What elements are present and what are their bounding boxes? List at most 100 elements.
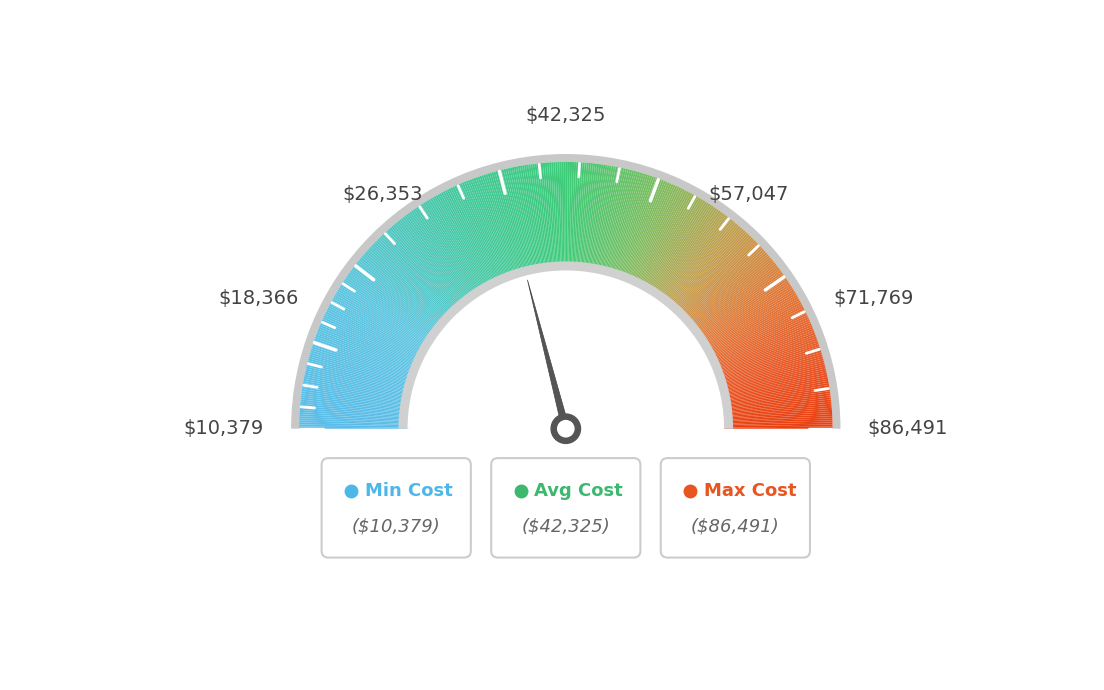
Wedge shape xyxy=(539,163,551,271)
Wedge shape xyxy=(321,319,422,365)
Wedge shape xyxy=(443,191,493,288)
Wedge shape xyxy=(675,234,750,314)
Wedge shape xyxy=(299,416,407,422)
Wedge shape xyxy=(382,234,457,314)
Wedge shape xyxy=(640,193,692,289)
Wedge shape xyxy=(312,344,416,380)
Wedge shape xyxy=(541,163,552,271)
Wedge shape xyxy=(624,181,666,282)
Wedge shape xyxy=(603,169,630,275)
Polygon shape xyxy=(528,280,570,430)
Wedge shape xyxy=(633,186,679,286)
Wedge shape xyxy=(719,360,825,389)
Wedge shape xyxy=(299,422,407,426)
Wedge shape xyxy=(691,265,778,333)
Wedge shape xyxy=(311,348,415,382)
Wedge shape xyxy=(569,162,572,270)
Wedge shape xyxy=(370,246,450,322)
Wedge shape xyxy=(572,162,578,270)
Wedge shape xyxy=(713,331,815,372)
Wedge shape xyxy=(379,237,456,316)
Wedge shape xyxy=(571,162,576,270)
Wedge shape xyxy=(340,284,433,344)
Wedge shape xyxy=(391,226,463,309)
Wedge shape xyxy=(707,306,804,357)
Wedge shape xyxy=(337,291,431,348)
Wedge shape xyxy=(630,186,678,285)
Wedge shape xyxy=(333,297,428,351)
Wedge shape xyxy=(326,310,424,359)
Wedge shape xyxy=(474,178,512,280)
Wedge shape xyxy=(532,164,548,272)
Wedge shape xyxy=(530,164,546,272)
Wedge shape xyxy=(595,167,618,273)
Wedge shape xyxy=(506,168,531,275)
Wedge shape xyxy=(305,373,411,397)
Wedge shape xyxy=(364,253,447,325)
Wedge shape xyxy=(302,383,410,403)
Wedge shape xyxy=(629,185,676,284)
Wedge shape xyxy=(664,219,733,305)
Wedge shape xyxy=(408,212,474,301)
Wedge shape xyxy=(722,389,830,406)
Wedge shape xyxy=(378,239,455,317)
Text: $57,047: $57,047 xyxy=(709,185,789,204)
Wedge shape xyxy=(481,175,517,279)
Wedge shape xyxy=(358,260,443,330)
Wedge shape xyxy=(724,426,832,428)
Wedge shape xyxy=(299,412,407,420)
Wedge shape xyxy=(583,164,597,272)
Text: Min Cost: Min Cost xyxy=(364,482,453,500)
Wedge shape xyxy=(513,167,537,273)
Wedge shape xyxy=(723,393,830,409)
Wedge shape xyxy=(716,346,820,381)
Wedge shape xyxy=(720,364,825,392)
Wedge shape xyxy=(682,248,763,322)
Wedge shape xyxy=(323,315,423,362)
Wedge shape xyxy=(555,162,561,270)
Wedge shape xyxy=(696,275,785,339)
Wedge shape xyxy=(413,209,476,299)
Wedge shape xyxy=(576,162,585,271)
Wedge shape xyxy=(301,389,410,406)
Wedge shape xyxy=(719,358,824,388)
Wedge shape xyxy=(304,375,411,398)
Wedge shape xyxy=(501,169,529,275)
Wedge shape xyxy=(402,217,470,304)
Wedge shape xyxy=(426,200,485,294)
Wedge shape xyxy=(349,272,438,337)
Wedge shape xyxy=(319,326,420,369)
Wedge shape xyxy=(329,304,426,356)
Wedge shape xyxy=(321,321,421,366)
Wedge shape xyxy=(724,424,832,428)
Wedge shape xyxy=(416,207,478,298)
Wedge shape xyxy=(722,391,830,408)
Wedge shape xyxy=(299,414,407,422)
Wedge shape xyxy=(723,410,832,419)
Wedge shape xyxy=(386,230,460,312)
Wedge shape xyxy=(394,223,465,308)
Wedge shape xyxy=(493,171,524,277)
Wedge shape xyxy=(546,162,555,271)
Wedge shape xyxy=(388,228,461,310)
Wedge shape xyxy=(317,331,418,372)
Wedge shape xyxy=(677,239,754,317)
Wedge shape xyxy=(360,257,445,328)
Wedge shape xyxy=(696,277,786,339)
Wedge shape xyxy=(588,165,605,273)
Wedge shape xyxy=(328,306,425,357)
Wedge shape xyxy=(401,218,469,304)
Wedge shape xyxy=(661,215,728,303)
Wedge shape xyxy=(655,208,718,299)
Wedge shape xyxy=(524,165,542,273)
FancyBboxPatch shape xyxy=(321,458,470,558)
Wedge shape xyxy=(308,358,413,388)
Wedge shape xyxy=(511,167,535,274)
Wedge shape xyxy=(543,163,553,271)
Wedge shape xyxy=(318,328,420,371)
Wedge shape xyxy=(709,315,808,362)
Wedge shape xyxy=(705,304,803,356)
Wedge shape xyxy=(699,284,792,344)
Wedge shape xyxy=(683,250,766,324)
Wedge shape xyxy=(466,181,508,282)
